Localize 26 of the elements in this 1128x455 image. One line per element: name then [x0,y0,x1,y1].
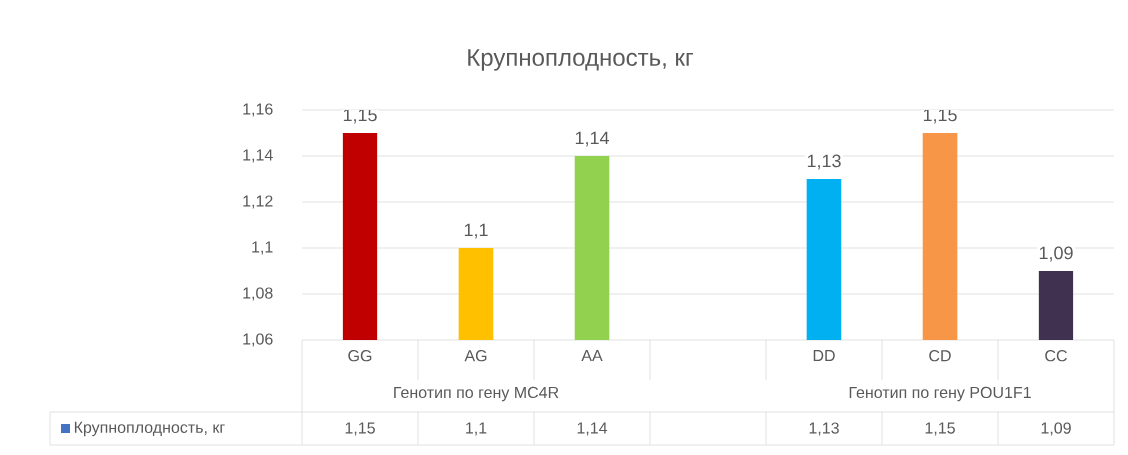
y-tick-label: 1,06 [243,333,273,347]
text: 1,09 [1039,246,1073,262]
chart-title: Крупноплодность, кг [468,49,693,71]
data-label: 1,13 [809,422,839,436]
y-tick-label: 1,12 [243,195,273,209]
x-tick-label: GG [348,350,372,362]
data-label: 1,14 [577,422,608,436]
text: Генотип по гену POU1F1 [849,386,1031,402]
data-label: 1,09 [1041,422,1071,436]
text: Генотип по гену MC4R [394,386,559,402]
text: 1,1 [464,223,488,239]
data-label: 1,15 [925,422,955,436]
y-tick-label: 1,16 [243,103,273,117]
x-tick-label: DD [813,350,835,362]
x-tick-label: AA [581,350,603,362]
text: 1,14 [575,131,609,147]
data-label: 1,1 [466,422,487,436]
x-tick-label: AG [464,350,487,362]
text: 1,13 [807,154,841,170]
y-tick-label: 1,1 [252,241,273,255]
data-label: 1,15 [345,422,375,436]
y-tick-label: 1,08 [243,287,273,301]
x-tick-label: CC [1045,350,1067,362]
x-tick-label: CD [929,350,951,362]
y-tick-label: 1,14 [243,149,273,163]
text: Крупноплодность, кг [74,421,225,437]
